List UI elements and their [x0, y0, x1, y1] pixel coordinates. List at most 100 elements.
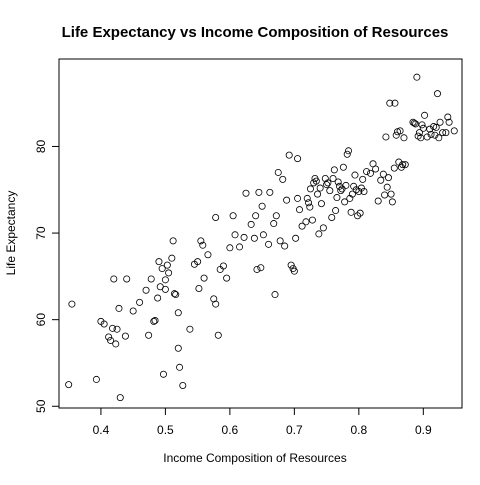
data-point	[69, 301, 75, 307]
data-point	[114, 326, 120, 332]
data-point	[422, 112, 428, 118]
data-point	[251, 235, 257, 241]
x-tick-label: 0.4	[93, 423, 110, 437]
chart-title: Life Expectancy vs Income Composition of…	[62, 24, 449, 41]
data-point	[164, 262, 170, 268]
data-point	[307, 186, 313, 192]
data-point	[160, 371, 166, 377]
data-point	[230, 213, 236, 219]
data-point	[282, 243, 288, 249]
data-point	[293, 235, 299, 241]
data-point	[327, 188, 333, 194]
data-point	[273, 213, 279, 219]
data-point	[314, 191, 320, 197]
data-point	[180, 382, 186, 388]
data-point	[340, 164, 346, 170]
data-point	[343, 182, 349, 188]
data-point	[175, 345, 181, 351]
data-point	[284, 197, 290, 203]
x-axis-label: Income Composition of Resources	[163, 451, 346, 465]
data-point	[378, 177, 384, 183]
data-point	[66, 382, 72, 388]
data-point	[420, 125, 426, 131]
data-point	[318, 201, 324, 207]
data-point	[335, 179, 341, 185]
data-point	[272, 291, 278, 297]
data-point	[196, 285, 202, 291]
data-point	[331, 167, 337, 173]
data-point	[137, 299, 143, 305]
data-point	[280, 176, 286, 182]
data-point	[320, 225, 326, 231]
data-point	[169, 255, 175, 261]
data-point	[256, 189, 262, 195]
data-point	[372, 166, 378, 172]
data-point	[277, 238, 283, 244]
data-point	[241, 234, 247, 240]
data-point	[348, 209, 354, 215]
data-point	[232, 232, 238, 238]
y-axis: 50607080	[34, 139, 59, 412]
data-point	[162, 286, 168, 292]
x-tick-label: 0.9	[415, 423, 432, 437]
data-point	[451, 128, 457, 134]
data-point	[383, 134, 389, 140]
data-point	[271, 220, 277, 226]
data-point	[286, 152, 292, 158]
data-point	[224, 275, 230, 281]
x-tick-label: 0.7	[286, 423, 303, 437]
data-point	[243, 190, 249, 196]
data-point	[205, 252, 211, 258]
data-point	[236, 244, 242, 250]
data-point	[215, 332, 221, 338]
data-points	[66, 74, 458, 401]
data-point	[294, 195, 300, 201]
data-point	[175, 310, 181, 316]
data-point	[388, 191, 394, 197]
data-point	[307, 204, 313, 210]
data-point	[294, 155, 300, 161]
data-point	[382, 192, 388, 198]
data-point	[384, 184, 390, 190]
data-point	[162, 277, 168, 283]
data-point	[248, 221, 254, 227]
data-point	[113, 341, 119, 347]
data-point	[419, 122, 425, 128]
data-point	[345, 148, 351, 154]
data-point	[253, 213, 259, 219]
data-point	[201, 275, 207, 281]
data-point	[227, 245, 233, 251]
data-point	[317, 185, 323, 191]
data-point	[329, 214, 335, 220]
data-point	[111, 276, 117, 282]
data-point	[363, 168, 369, 174]
data-point	[354, 213, 360, 219]
y-tick-label: 50	[34, 399, 48, 413]
y-tick-label: 70	[34, 226, 48, 240]
data-point	[334, 194, 340, 200]
data-point	[344, 151, 350, 157]
data-point	[304, 195, 310, 201]
data-point	[357, 210, 363, 216]
data-point	[260, 232, 266, 238]
data-point	[254, 266, 260, 272]
data-point	[385, 175, 391, 181]
data-point	[305, 200, 311, 206]
data-point	[333, 207, 339, 213]
data-point	[166, 270, 172, 276]
data-point	[437, 119, 443, 125]
data-point	[303, 219, 309, 225]
data-point	[116, 305, 122, 311]
data-point	[124, 276, 130, 282]
data-point	[187, 326, 193, 332]
data-point	[117, 395, 123, 401]
data-point	[336, 183, 342, 189]
data-point	[213, 301, 219, 307]
y-axis-label: Life Expectancy	[4, 191, 18, 276]
x-tick-label: 0.8	[350, 423, 367, 437]
y-tick-label: 80	[34, 139, 48, 153]
data-point	[143, 287, 149, 293]
data-point	[414, 74, 420, 80]
